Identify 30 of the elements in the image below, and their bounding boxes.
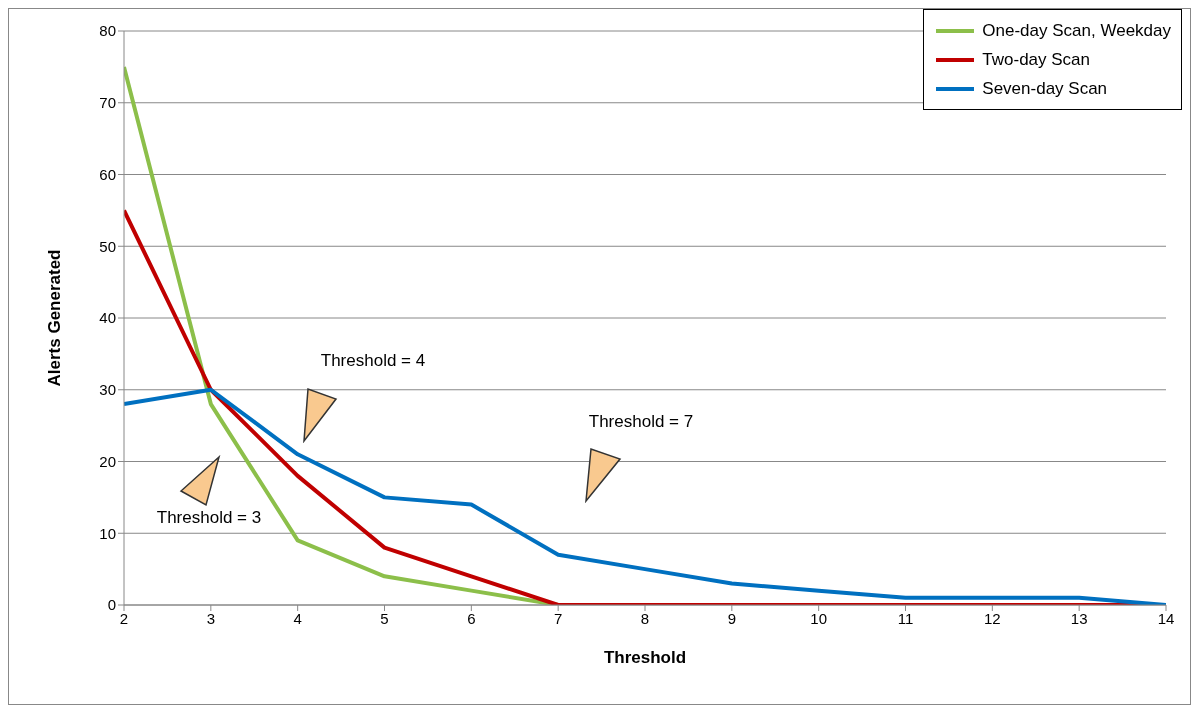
annotation: Threshold = 7 (588, 412, 694, 432)
x-tick-label: 9 (727, 609, 737, 627)
y-tick-label: 10 (99, 524, 116, 542)
x-tick-label: 6 (467, 609, 476, 627)
legend-label: Two-day Scan (982, 49, 1091, 71)
annotation: Threshold = 3 (156, 508, 262, 528)
x-tick-label: 7 (553, 609, 563, 627)
y-tick-label: 80 (99, 22, 116, 40)
x-tick-label: 5 (380, 609, 389, 627)
y-tick-label: 70 (99, 94, 116, 112)
x-tick-label: 10 (810, 609, 828, 627)
y-tick-label: 30 (99, 381, 116, 399)
x-tick-label: 12 (983, 609, 1001, 627)
x-tick-label: 13 (1070, 609, 1088, 627)
legend-label: One-day Scan, Weekday (982, 20, 1171, 42)
x-tick-label: 3 (206, 609, 216, 627)
x-axis-title: Threshold (603, 648, 687, 667)
y-tick-label: 40 (99, 309, 116, 327)
legend-label: Seven-day Scan (982, 78, 1108, 100)
y-tick-label: 50 (99, 237, 116, 255)
y-tick-label: 0 (107, 596, 116, 614)
x-tick-label: 2 (119, 609, 129, 627)
x-tick-label: 11 (897, 609, 914, 627)
annotation: Threshold = 4 (320, 351, 426, 371)
x-tick-label: 8 (640, 609, 650, 627)
x-tick-label: 4 (293, 609, 302, 627)
y-tick-label: 60 (99, 165, 116, 183)
y-tick-label: 20 (99, 452, 116, 470)
x-tick-label: 14 (1157, 609, 1175, 627)
y-axis-title: Alerts Generated (45, 249, 65, 387)
